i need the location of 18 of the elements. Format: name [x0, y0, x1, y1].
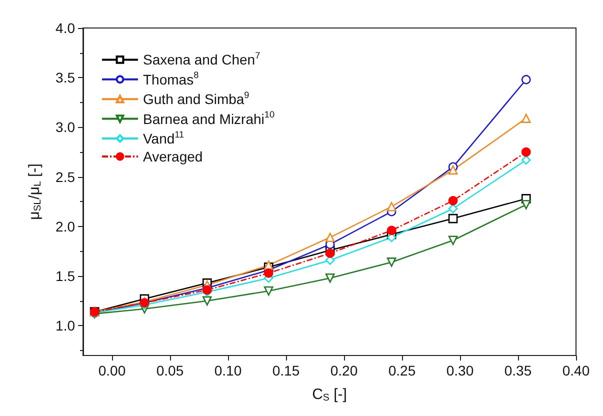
- x-tick-label: 0.20: [330, 362, 358, 378]
- y-tick-label: 1.0: [56, 318, 76, 334]
- x-tick-label: 0.30: [446, 362, 474, 378]
- y-tick-label: 4.0: [56, 20, 76, 36]
- y-tick-label: 1.5: [56, 268, 76, 284]
- y-tick-label: 2.0: [56, 218, 76, 234]
- y-tick-label: 3.5: [56, 70, 76, 86]
- x-tick-label: 0.00: [98, 362, 126, 378]
- y-tick-label: 2.5: [56, 168, 76, 185]
- x-tick-label: 0.40: [562, 362, 590, 378]
- legend-label: Averaged: [143, 148, 203, 164]
- y-axis-title: μSL/μL [-]: [26, 164, 44, 220]
- y-tick-label: 3.0: [56, 119, 76, 136]
- x-tick-label: 0.05: [156, 362, 184, 378]
- x-tick-label: 0.35: [504, 362, 532, 378]
- x-tick-label: 0.10: [214, 362, 242, 378]
- x-tick-label: 0.25: [388, 362, 416, 378]
- x-tick-label: 0.15: [272, 362, 300, 378]
